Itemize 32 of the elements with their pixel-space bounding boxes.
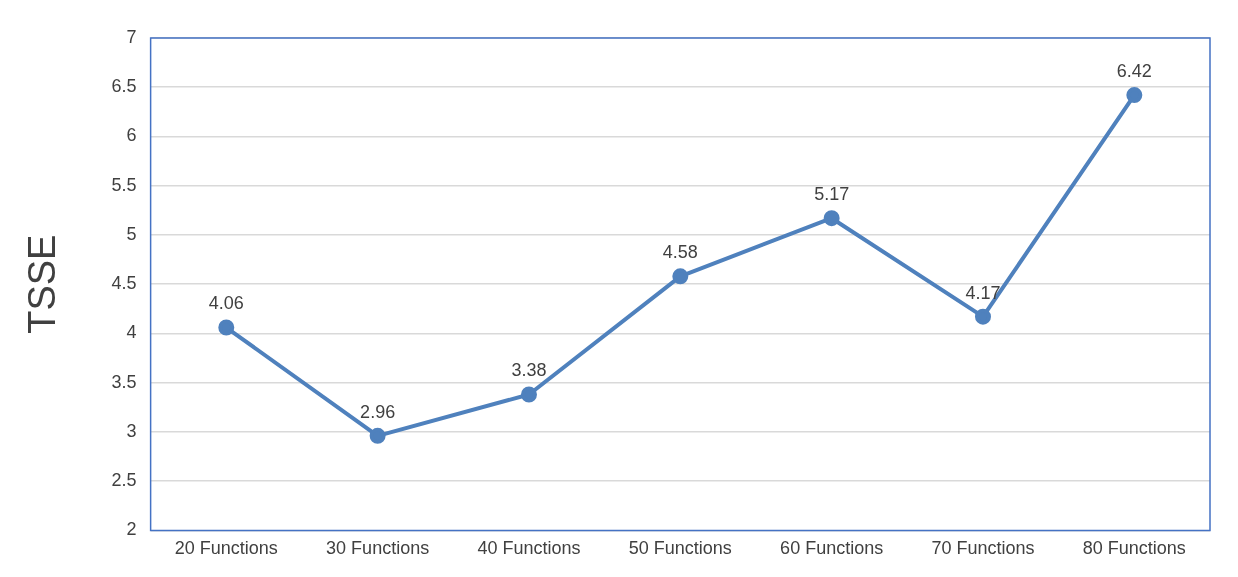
y-tick-label: 6 (126, 125, 137, 146)
x-tick-label: 70 Functions (931, 538, 1035, 559)
point (672, 268, 689, 285)
point (520, 386, 537, 403)
data-label: 4.06 (208, 293, 244, 314)
x-tick-label: 40 Functions (477, 538, 581, 559)
x-tick-label: 60 Functions (780, 538, 884, 559)
y-tick-label: 3 (126, 420, 137, 441)
data-label: 3.38 (511, 360, 547, 381)
y-tick-label: 5 (126, 223, 137, 244)
y-axis-title: TSSE (21, 234, 64, 334)
x-tick-label: 30 Functions (326, 538, 430, 559)
y-tick-label: 2.5 (111, 470, 137, 491)
x-tick-label: 50 Functions (628, 538, 732, 559)
point (218, 319, 235, 336)
point (369, 427, 386, 444)
x-tick-label: 20 Functions (174, 538, 278, 559)
point (974, 308, 991, 325)
y-tick-label: 7 (126, 26, 137, 47)
y-tick-label: 4.5 (111, 273, 137, 294)
y-tick-label: 5.5 (111, 174, 137, 195)
point (823, 210, 840, 227)
data-label: 5.17 (814, 184, 850, 205)
data-label: 4.58 (662, 242, 698, 263)
x-tick-label: 80 Functions (1082, 538, 1186, 559)
y-tick-label: 3.5 (111, 371, 137, 392)
y-tick-label: 2 (126, 519, 137, 540)
data-label: 6.42 (1116, 61, 1152, 82)
y-tick-label: 6.5 (111, 76, 137, 97)
data-label: 2.96 (360, 401, 396, 422)
y-tick-label: 4 (126, 322, 137, 343)
point (1126, 87, 1143, 104)
